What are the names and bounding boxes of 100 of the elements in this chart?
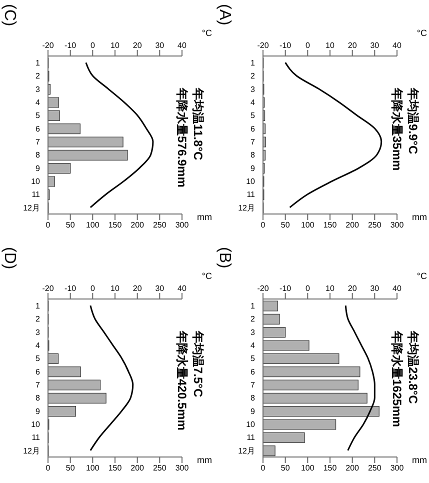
y-tick-label: 11 [246,190,256,200]
x-axis-title: mm [412,212,427,222]
x2-tick-label: 10 [110,41,120,50]
y-tick-label: 5 [36,354,41,364]
x2-tick-label: 0 [90,41,96,50]
y-tick-label: 6 [250,367,256,376]
y-tick-label: 12月 [238,446,255,456]
x-tick-label: 0 [46,220,51,230]
x2-tick-label: -20 [42,41,54,50]
x2-tick-label: 30 [370,41,380,50]
x2-tick-label: 40 [392,41,402,50]
y-tick-label: 3 [250,328,256,337]
y-tick-label: 1 [250,58,256,68]
y-tick-label: 6 [36,124,41,134]
annotation: 年降水量576.9mm [174,88,190,188]
x2-tick-label: 40 [178,41,187,50]
x-tick-label: 150 [323,464,338,473]
x-tick-label: 0 [260,464,266,473]
text: 年均温9.9°C [405,88,421,156]
y-tick-label: 9 [36,164,41,173]
text: 年均温23.8°C [405,331,421,406]
y-tick-label: 2 [36,314,41,324]
x2-tick-label: 10 [110,284,120,293]
annotation: 年降水量35mm [389,88,405,171]
x2-tick-label: -20 [42,284,54,293]
x2-axis-title: °C [416,271,427,281]
y-tick-label: 12月 [23,203,40,212]
y-tick-label: 6 [36,367,41,376]
x2-tick-label: 20 [132,284,142,293]
y-tick-label: 7 [36,380,41,390]
x-tick-label: 200 [346,220,360,230]
x-tick-label: 100 [300,220,315,230]
y-tick-label: 9 [250,164,256,173]
y-tick-label: 1 [250,301,256,310]
y-tick-label: 5 [36,111,41,120]
y-tick-label: 3 [250,84,256,94]
x-tick-label: 250 [152,464,167,473]
x2-tick-label: -10 [280,284,292,293]
y-tick-label: 11 [246,433,256,442]
x2-axis-title: °C [202,28,212,38]
annotation: 年降水量420.5mm [174,331,190,430]
x2-tick-label: 0 [90,284,96,293]
x2-tick-label: 20 [348,284,358,293]
y-tick-label: 10 [31,420,41,429]
x2-tick-label: -20 [257,284,270,293]
x2-tick-label: 0 [305,41,310,50]
x-tick-label: 300 [175,220,190,230]
y-tick-label: 10 [246,420,256,429]
x-tick-label: 300 [390,220,404,230]
x-tick-label: 100 [86,220,100,230]
y-tick-label: 7 [250,380,256,390]
x2-tick-label: 10 [326,284,335,293]
x-tick-label: 150 [108,464,122,473]
x2-axis-title: °C [202,271,212,281]
text: (C) [0,4,18,26]
x-tick-label: 250 [368,464,382,473]
x2-tick-label: 10 [326,41,335,50]
x-tick-label: 250 [152,220,167,230]
y-tick-label: 8 [36,394,41,403]
y-tick-label: 4 [250,98,256,107]
y-tick-label: 3 [36,84,41,94]
y-tick-label: 5 [250,111,256,120]
y-tick-label: 10 [31,176,41,186]
x-tick-label: 200 [130,220,145,230]
y-tick-label: 9 [36,406,41,416]
x-tick-label: 200 [346,464,360,473]
y-tick-label: 8 [250,394,256,403]
x-tick-label: 300 [175,464,190,473]
x-tick-label: 100 [300,464,315,473]
y-tick-label: 10 [246,176,256,186]
y-tick-label: 2 [250,314,256,324]
y-tick-label: 3 [36,328,41,337]
y-tick-label: 8 [36,150,41,160]
x-tick-label: 50 [66,464,76,473]
x2-tick-label: -10 [64,41,77,50]
x-tick-label: 50 [66,220,76,230]
text: (B) [215,247,233,268]
x2-tick-label: -20 [257,41,270,50]
y-tick-label: 5 [250,354,256,364]
text: 年均温7.5°C [190,331,206,400]
x2-tick-label: -10 [64,284,77,293]
x-tick-label: 200 [130,464,145,473]
y-tick-label: 7 [250,137,256,146]
y-tick-label: 11 [32,190,41,200]
x2-tick-label: 20 [132,41,142,50]
x-axis-title: mm [197,212,212,222]
x-tick-label: 300 [390,464,404,473]
x-tick-label: 0 [260,220,266,230]
x2-tick-label: 40 [392,284,402,293]
text: (A) [215,4,233,26]
y-tick-label: 4 [36,98,41,107]
y-tick-label: 4 [36,340,41,350]
x2-tick-label: 40 [178,284,187,293]
text: (D) [0,247,18,270]
y-tick-label: 8 [250,150,256,160]
x-tick-label: 50 [280,220,290,230]
y-tick-label: 6 [250,124,256,134]
text: 年均温11.8°C [190,88,206,162]
y-tick-label: 2 [36,72,41,81]
y-tick-label: 1 [36,58,41,68]
